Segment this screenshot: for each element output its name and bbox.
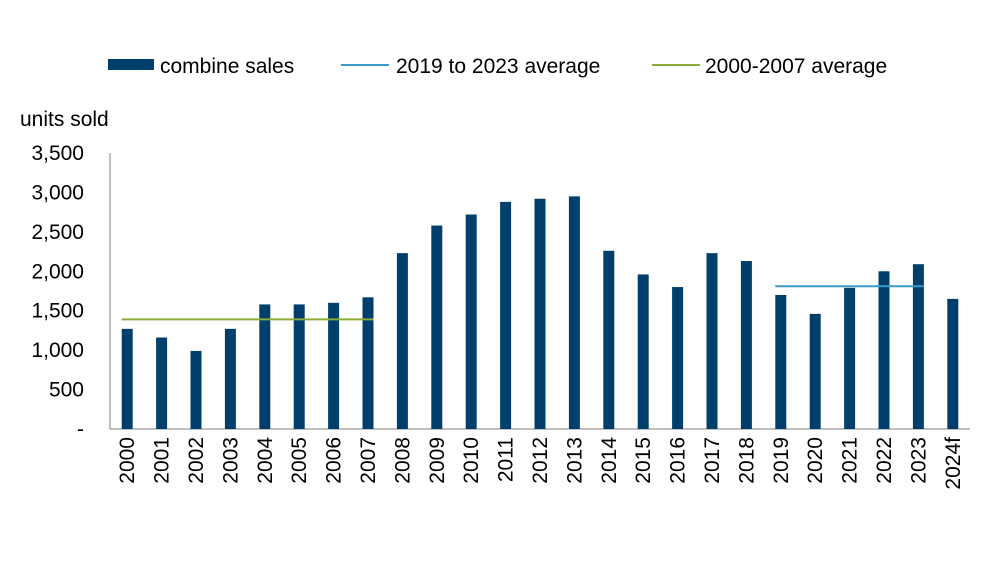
bar-2004: [259, 304, 271, 429]
bar-2023: [912, 264, 924, 429]
reference-lines: [121, 285, 924, 321]
x-tick-label-2000: 2000: [116, 437, 139, 484]
x-tick-label-2002: 2002: [185, 437, 208, 484]
y-axis-title: units sold: [20, 108, 109, 131]
x-tick-label-2020: 2020: [804, 437, 827, 484]
y-tick-label-0: -: [77, 418, 84, 441]
x-tick-label-2016: 2016: [667, 437, 690, 484]
y-tick-label-3500: 3,500: [31, 142, 84, 165]
bar-2024f: [947, 298, 959, 429]
bar-2009: [431, 225, 443, 429]
y-tick-label-3000: 3,000: [31, 181, 84, 204]
x-tick-label-2018: 2018: [735, 437, 758, 484]
bar-2010: [465, 214, 477, 429]
legend-label-2000-2007-average: 2000-2007 average: [705, 55, 887, 78]
bar-2019: [775, 294, 787, 429]
y-tick-label-500: 500: [49, 379, 84, 402]
x-tick-label-2024f: 2024f: [942, 437, 965, 490]
x-tick-label-2013: 2013: [563, 437, 586, 484]
x-tick-label-2004: 2004: [254, 437, 277, 484]
bar-2020: [809, 313, 821, 429]
y-tick-label-2000: 2,000: [31, 260, 84, 283]
x-tick-label-2008: 2008: [391, 437, 414, 484]
legend-label-2019-to-2023-average: 2019 to 2023 average: [396, 55, 600, 78]
x-tick-label-2021: 2021: [839, 437, 862, 484]
bar-2022: [878, 271, 890, 429]
bar-2005: [293, 304, 305, 429]
x-tick-label-2019: 2019: [770, 437, 793, 484]
legend-swatch-combine-sales: [108, 59, 154, 70]
x-tick-label-2012: 2012: [529, 437, 552, 484]
bar-2006: [328, 302, 340, 429]
y-tick-label-2500: 2,500: [31, 221, 84, 244]
x-axis-tick-labels: 2000 2001 2002 2003 2004 2005 2006 2007 2008 2009…: [116, 437, 965, 490]
bar-2013: [568, 196, 580, 429]
legend: combine sales 2019 to 2023 average 2000-…: [108, 55, 887, 78]
bar-2002: [190, 350, 202, 429]
bar-2015: [637, 274, 649, 429]
bars: [121, 196, 959, 429]
x-tick-label-2003: 2003: [219, 437, 242, 484]
bar-2021: [844, 287, 856, 429]
x-tick-label-2011: 2011: [495, 437, 518, 482]
x-tick-label-2001: 2001: [151, 437, 174, 484]
x-tick-label-2005: 2005: [288, 437, 311, 484]
x-tick-label-2009: 2009: [426, 437, 449, 484]
bar-2003: [224, 328, 236, 429]
x-tick-label-2023: 2023: [907, 437, 930, 484]
x-tick-label-2006: 2006: [323, 437, 346, 484]
bar-2017: [706, 253, 718, 429]
bar-2011: [500, 201, 512, 429]
x-tick-label-2017: 2017: [701, 437, 724, 484]
bar-2014: [603, 250, 615, 429]
x-tick-label-2022: 2022: [873, 437, 896, 484]
bar-2016: [672, 287, 684, 429]
bar-2018: [740, 261, 752, 429]
x-tick-label-2010: 2010: [460, 437, 483, 484]
bar-2008: [396, 253, 408, 429]
x-tick-label-2014: 2014: [598, 437, 621, 484]
legend-label-combine-sales: combine sales: [160, 55, 294, 78]
x-tick-label-2007: 2007: [357, 437, 380, 484]
bar-2012: [534, 198, 546, 429]
bar-2000: [121, 328, 133, 429]
bar-2007: [362, 297, 374, 429]
y-axis-tick-labels: - 500 1,000 1,500 2,000 2,500 3,000 3,500: [31, 142, 84, 441]
x-tick-label-2015: 2015: [632, 437, 655, 484]
bar-2001: [156, 337, 168, 429]
y-tick-label-1000: 1,000: [31, 339, 84, 362]
y-tick-label-1500: 1,500: [31, 300, 84, 323]
